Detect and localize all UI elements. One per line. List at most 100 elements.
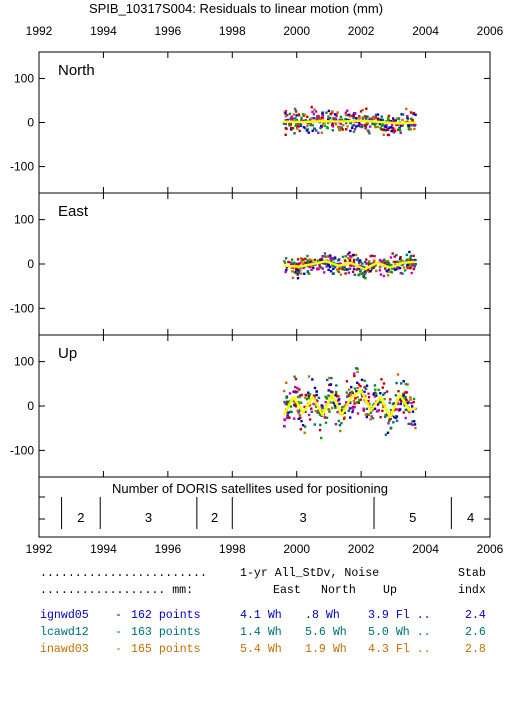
residual-point: [288, 124, 291, 127]
residual-point: [301, 262, 304, 265]
residual-point: [296, 127, 299, 130]
residual-point: [389, 427, 392, 430]
residual-point: [402, 266, 406, 269]
residual-point: [332, 258, 335, 261]
residual-point: [411, 420, 414, 423]
residual-point: [410, 402, 413, 405]
bottom-year-tick-label: 2000: [283, 542, 310, 556]
residual-point: [292, 261, 296, 264]
residual-point: [337, 395, 340, 398]
residual-point: [353, 387, 357, 390]
residual-point: [373, 407, 377, 410]
residual-point: [406, 263, 409, 267]
residual-point: [397, 390, 400, 393]
residual-point: [365, 262, 368, 265]
residual-point: [383, 397, 386, 401]
residual-point: [293, 271, 296, 274]
residual-point: [372, 266, 375, 269]
residual-point: [364, 277, 367, 280]
residual-panels: 100 0 -100 North 100 0 -100 East 100 0 -100 Up: [10, 51, 491, 478]
residual-point: [414, 123, 417, 127]
residual-point: [357, 383, 361, 386]
residual-point: [379, 122, 382, 126]
top-year-axis: 1992 1994 1996 1998 2000 2002 2004 2006: [26, 24, 504, 38]
residual-point: [312, 112, 316, 116]
residual-point: [296, 258, 300, 261]
residual-point: [392, 117, 395, 120]
residual-point: [392, 421, 395, 424]
residual-point: [294, 109, 298, 113]
residual-point: [313, 386, 317, 390]
residual-point: [381, 128, 384, 131]
residual-point: [348, 115, 352, 118]
residual-point: [388, 126, 391, 129]
y-tick-label: -100: [10, 301, 34, 315]
residual-point: [347, 113, 350, 117]
residual-point: [290, 117, 293, 120]
residual-point: [360, 378, 364, 381]
residual-point: [334, 423, 338, 426]
residual-point: [387, 419, 391, 422]
residual-point: [301, 113, 305, 116]
residual-point: [290, 266, 293, 269]
residual-point: [293, 132, 296, 135]
residual-point: [306, 124, 309, 128]
residual-point: [291, 266, 295, 269]
residual-point: [328, 409, 331, 412]
residual-point: [313, 117, 316, 120]
residual-point: [359, 385, 362, 388]
residual-point: [316, 116, 319, 119]
residual-point: [381, 409, 384, 413]
residual-point: [381, 386, 384, 389]
residual-point: [318, 265, 321, 268]
residual-point: [367, 263, 371, 267]
residual-point: [404, 382, 407, 386]
residual-point: [412, 111, 416, 115]
residual-point: [302, 266, 305, 270]
residual-point: [295, 270, 299, 274]
residual-point: [321, 113, 325, 116]
residual-point: [367, 399, 370, 403]
residual-point: [379, 392, 382, 395]
residual-point: [405, 253, 409, 257]
residual-point: [401, 272, 404, 275]
residual-point: [394, 394, 398, 397]
fit-curve: [283, 260, 416, 271]
residual-point: [366, 413, 369, 416]
residual-point: [398, 266, 402, 270]
residual-point: [300, 257, 303, 260]
top-year-tick-label: 2006: [477, 24, 504, 38]
residual-point: [336, 395, 339, 398]
residual-point: [304, 257, 307, 260]
residual-point: [307, 272, 311, 275]
residual-point: [413, 127, 416, 131]
residual-point: [313, 394, 316, 397]
residual-point: [338, 402, 341, 406]
residual-point: [346, 253, 350, 256]
residual-point: [283, 425, 286, 428]
residual-point: [400, 113, 403, 116]
y-tick-label: 100: [14, 71, 34, 85]
residual-point: [353, 273, 356, 276]
residual-point: [384, 433, 388, 436]
residual-point: [365, 107, 368, 110]
residual-point: [383, 258, 386, 261]
residual-point: [362, 275, 365, 279]
residuals-chart: SPIB_10317S004: Residuals to linear moti…: [10, 1, 504, 556]
residual-point: [353, 402, 356, 405]
series-name: lcawd12: [40, 626, 89, 639]
y-tick-label: -100: [10, 160, 34, 174]
residual-point: [297, 262, 300, 266]
residual-point: [282, 122, 286, 125]
residual-point: [303, 272, 306, 275]
residual-point: [382, 128, 385, 131]
residual-point: [337, 125, 340, 129]
residual-point: [285, 127, 288, 130]
residual-point: [402, 393, 405, 397]
residual-point: [397, 266, 400, 269]
residual-point: [395, 123, 398, 127]
residual-point: [336, 268, 339, 271]
residual-point: [368, 260, 371, 263]
residual-point: [357, 273, 360, 277]
residual-point: [320, 257, 323, 261]
